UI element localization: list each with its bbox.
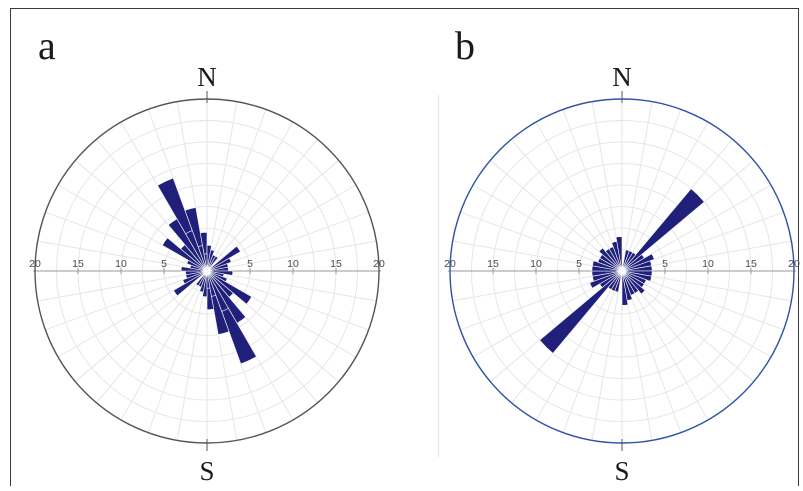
rose-petal [539, 270, 623, 354]
rose-petal [621, 251, 637, 272]
grid-spoke [206, 101, 238, 272]
radial-tick-label: 5 [662, 258, 668, 270]
grid-spoke [535, 270, 623, 421]
grid-spoke [621, 109, 682, 272]
radial-tick-label: 10 [530, 258, 542, 270]
rose-petal [206, 270, 217, 297]
grid-spoke [96, 270, 208, 404]
grid-spoke [206, 240, 377, 272]
rose-petal [195, 270, 208, 287]
south-label-a: S [199, 456, 215, 486]
radial-tick-label: 5 [247, 258, 253, 270]
rose-petal [607, 270, 623, 291]
grid-spoke [120, 270, 208, 421]
grid-spoke [37, 270, 208, 302]
radial-tick-label: 15 [487, 258, 499, 270]
rose-petal [621, 188, 705, 272]
grid-spoke [206, 270, 377, 302]
panel-divider [438, 95, 439, 457]
rose-petal [621, 253, 655, 272]
radial-tick-label: 10 [702, 258, 714, 270]
panel-letter-a: a [38, 23, 56, 68]
grid-spoke [472, 184, 623, 272]
grid-spoke [621, 121, 709, 272]
radial-tick-label: 15 [745, 258, 757, 270]
rose-petal [161, 237, 208, 272]
outer-circle [34, 98, 380, 444]
radial-tick-label: 5 [161, 258, 167, 270]
rose-petal [206, 270, 253, 305]
rose-petal [589, 270, 623, 289]
figure-frame [10, 8, 799, 486]
grid-spoke [176, 270, 208, 441]
grid-spoke [206, 121, 294, 272]
grid-spoke [621, 270, 772, 358]
radial-tick-label: 5 [576, 258, 582, 270]
grid-spoke [45, 211, 208, 272]
rose-petal [206, 270, 211, 289]
rose-petal [182, 270, 208, 285]
rose-petal [173, 270, 208, 297]
rose-petal [615, 236, 623, 272]
north-label-b: N [612, 62, 632, 92]
grid-spoke [535, 121, 623, 272]
radial-tick-label: 10 [115, 258, 127, 270]
radial-tick-label: 15 [330, 258, 342, 270]
panel-letter-b: b [455, 23, 475, 68]
grid-spoke [206, 270, 369, 331]
rose-petal [203, 253, 208, 272]
rose-petal [206, 255, 219, 272]
outer-circle [449, 98, 795, 444]
rose-petal [206, 245, 241, 272]
north-label-a: N [197, 62, 217, 92]
rose-petal [621, 270, 629, 306]
rose-petal [598, 247, 623, 272]
rose-petal [167, 218, 208, 272]
rose-petal [206, 257, 232, 272]
grid-spoke [37, 240, 208, 272]
grid-spoke [147, 270, 208, 433]
grid-spoke [562, 270, 623, 433]
south-label-b: S [614, 456, 630, 486]
radial-tick-label: 10 [287, 258, 299, 270]
grid-spoke [591, 270, 623, 441]
grid-spoke [206, 109, 267, 272]
grid-spoke [206, 211, 369, 272]
grid-spoke [621, 101, 653, 272]
rose-petal [197, 245, 208, 272]
rose-petal [206, 270, 247, 324]
rose-petal [621, 270, 646, 295]
radial-tick-label: 15 [72, 258, 84, 270]
grid-spoke [621, 270, 709, 421]
grid-spoke [45, 270, 208, 331]
grid-spoke [206, 138, 318, 272]
